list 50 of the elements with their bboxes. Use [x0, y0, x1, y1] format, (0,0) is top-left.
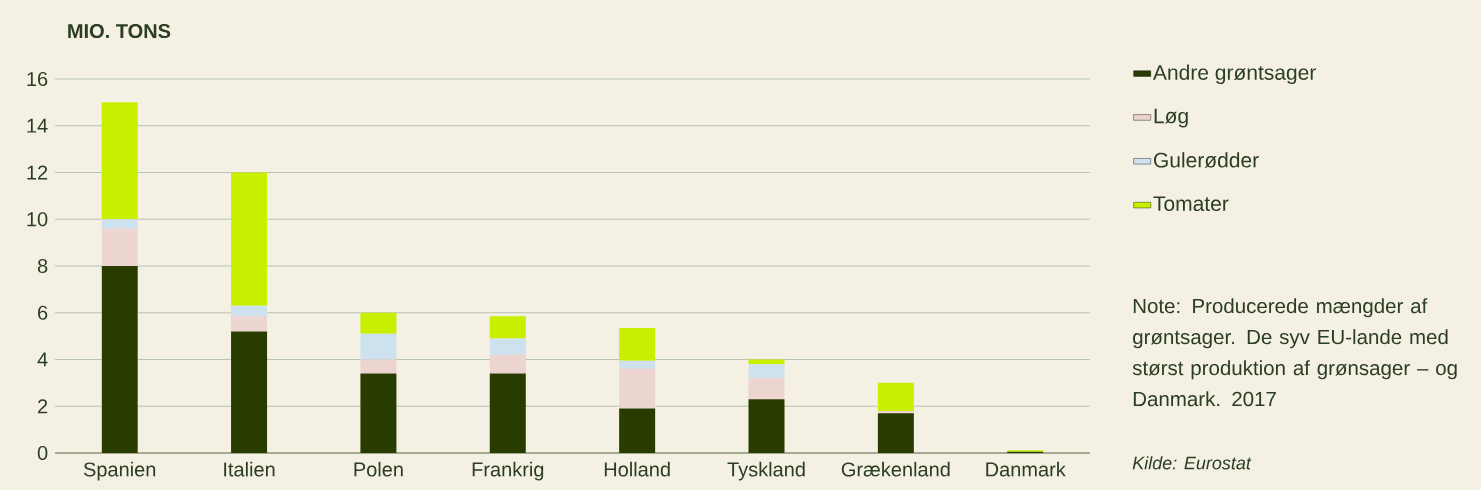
y-tick-label: 10 — [27, 212, 48, 227]
x-tick-label: Italien — [224, 461, 275, 477]
bar — [748, 359, 785, 365]
bar — [489, 338, 526, 355]
x-tick-label: Holland — [604, 461, 670, 477]
bar — [489, 316, 526, 339]
bar — [101, 228, 138, 266]
legend-label: Løg — [1154, 108, 1188, 128]
y-axis-title: MIO. TONS — [68, 23, 171, 39]
y-tick-label: 16 — [27, 71, 48, 87]
y-tick-label: 2 — [38, 399, 48, 414]
bar — [101, 102, 138, 220]
bar — [619, 368, 656, 409]
bar — [231, 172, 268, 306]
bar — [231, 305, 268, 317]
bar — [748, 399, 785, 453]
y-tick-label: 4 — [37, 352, 48, 367]
text: Note: Producerede mængder af grøntsager. De syv EU-lande med størst produktion af grønsager – og Danmark. 2017 — [1132, 298, 1457, 407]
y-tick-label: 14 — [27, 118, 48, 133]
y-tick-label: 8 — [37, 258, 48, 274]
x-tick-label: Polen — [354, 461, 403, 477]
bar — [360, 359, 397, 374]
x-tick-label: Tyskland — [727, 461, 805, 481]
legend-label: Andre grøntsager — [1152, 64, 1316, 85]
x-tick-label: Danmark — [986, 461, 1066, 477]
y-tick-label: 12 — [27, 165, 48, 180]
bar — [619, 360, 656, 369]
bar — [619, 408, 656, 453]
y-tick-label: 0 — [37, 445, 48, 461]
x-tick-label: Grækenland — [841, 461, 950, 477]
bar — [231, 316, 268, 332]
bar — [877, 413, 914, 453]
bar — [748, 364, 785, 379]
bar — [489, 354, 526, 374]
bar — [489, 373, 526, 453]
y-tick-label: 6 — [38, 305, 48, 320]
x-tick-label: Spanien — [83, 461, 156, 481]
bar — [877, 382, 914, 411]
bar — [101, 265, 138, 453]
legend-label: Gulerødder — [1154, 152, 1259, 168]
bar — [748, 378, 785, 400]
text: Kilde: Eurostat — [1132, 456, 1252, 470]
bar — [231, 331, 268, 453]
bar — [360, 312, 397, 334]
bar — [360, 333, 397, 360]
bar — [360, 373, 397, 453]
x-tick-label: Frankrig — [472, 461, 544, 481]
bar — [619, 327, 656, 361]
bar — [101, 219, 138, 229]
legend-label: Tomater — [1153, 196, 1229, 212]
